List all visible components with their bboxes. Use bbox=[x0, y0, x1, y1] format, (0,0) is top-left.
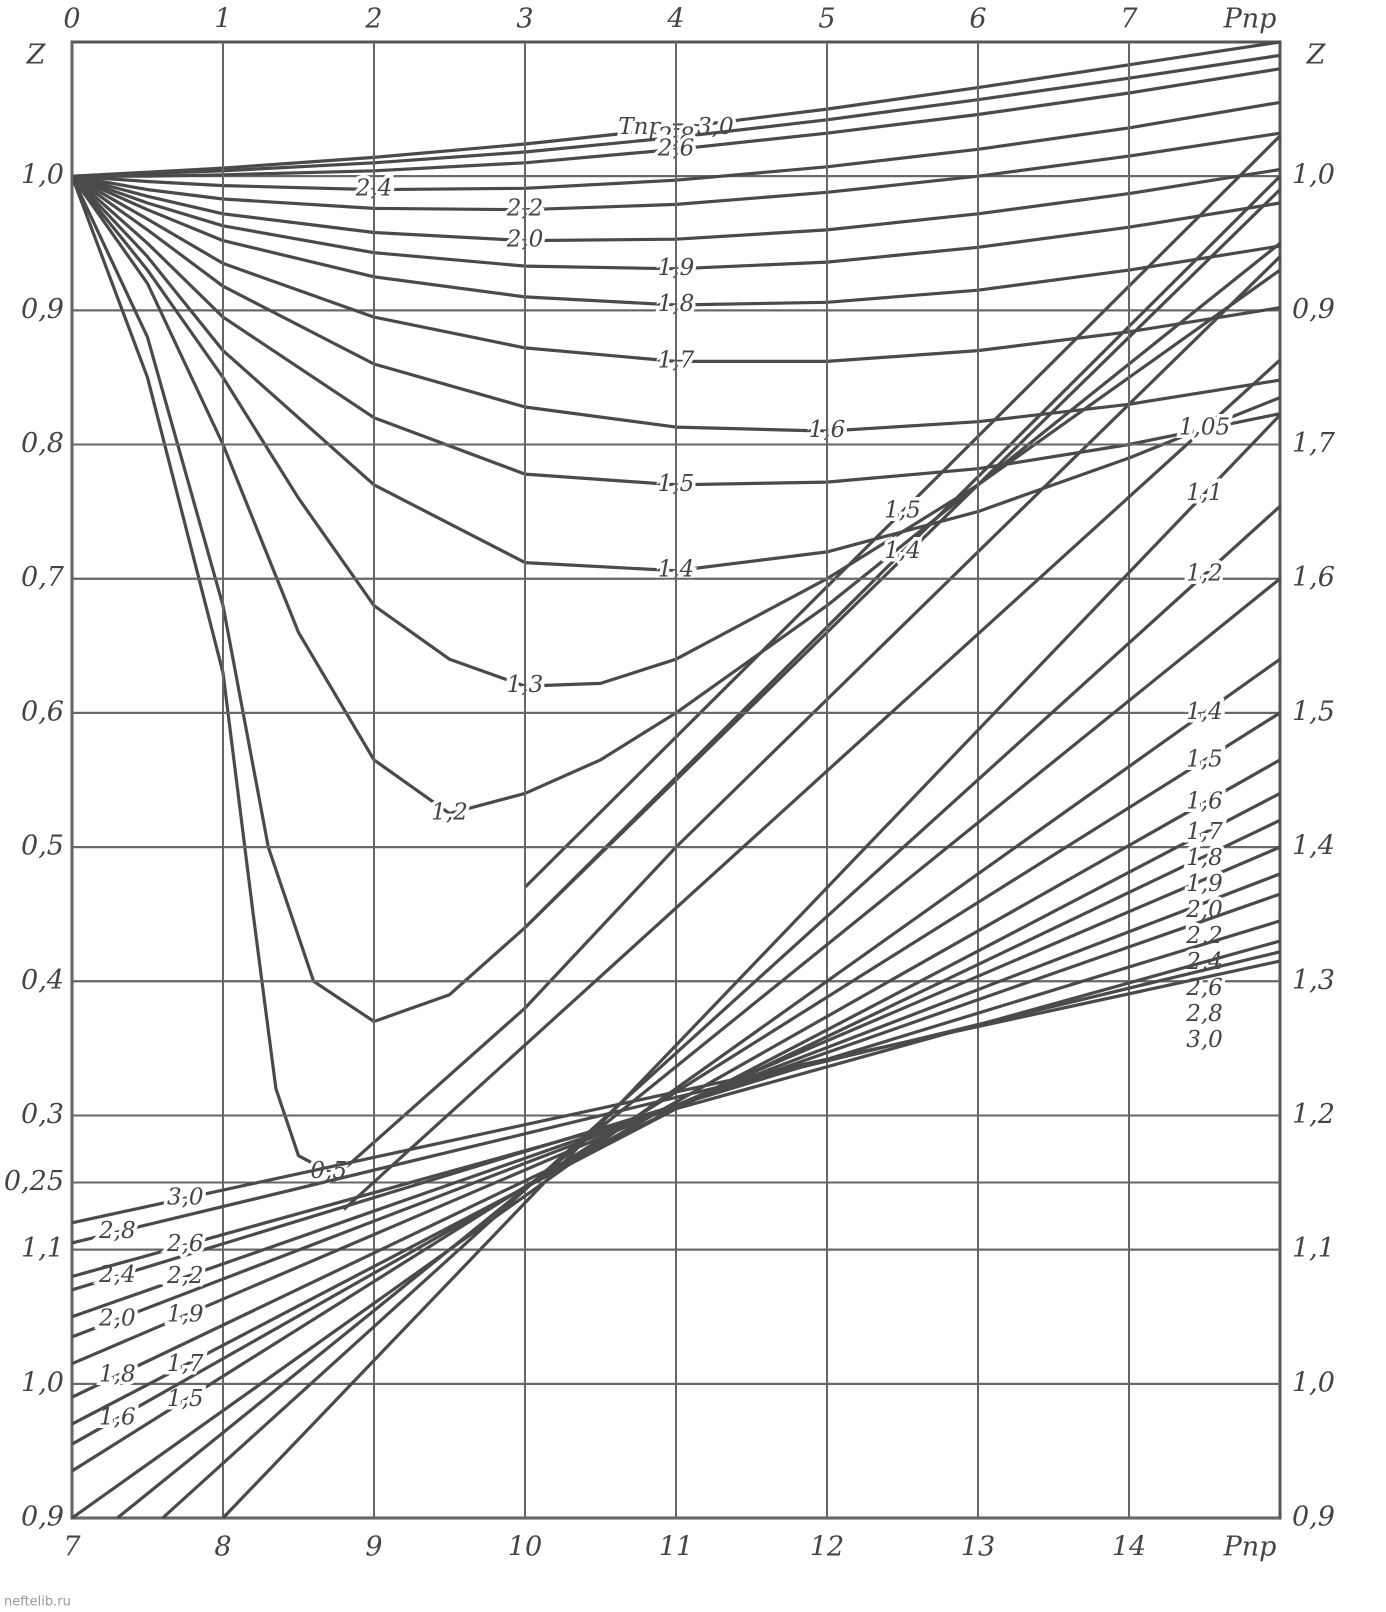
y-tick-label: 1,5 bbox=[1292, 696, 1335, 727]
y-tick-label: 1,3 bbox=[1292, 965, 1335, 996]
y-tick-label: 0,9 bbox=[1292, 1502, 1335, 1533]
curve bbox=[71, 174, 1281, 363]
x-tick-label: 11 bbox=[659, 1532, 693, 1563]
x-tick-label: 14 bbox=[1112, 1532, 1146, 1563]
curve-label: 2,6 bbox=[166, 1231, 204, 1257]
x-axis-label: Pпр bbox=[1223, 4, 1277, 35]
curve-label: 2,4 bbox=[98, 1262, 136, 1288]
curve-label: 2,0 bbox=[1185, 897, 1223, 923]
curve bbox=[71, 950, 1281, 1245]
y-axis-label: Z bbox=[26, 40, 47, 71]
curve bbox=[523, 175, 1282, 929]
y-tick-label: 0,9 bbox=[21, 1502, 64, 1533]
curve bbox=[71, 657, 1281, 1520]
y-tick-label: 1,0 bbox=[1292, 160, 1335, 191]
y-tick-label: 0,9 bbox=[1292, 294, 1335, 325]
curve bbox=[71, 939, 1281, 1279]
x-tick-label: 5 bbox=[818, 4, 835, 35]
y-tick-label: 1,0 bbox=[1292, 1367, 1335, 1398]
watermark: neftelib.ru bbox=[4, 1595, 71, 1610]
y-tick-label: 1,1 bbox=[1292, 1233, 1335, 1264]
curve-label: 1,6 bbox=[1186, 789, 1223, 815]
curve-label: 2,0 bbox=[98, 1305, 136, 1331]
y-tick-label: 0,9 bbox=[21, 294, 64, 325]
y-tick-label: 1,2 bbox=[1292, 1099, 1335, 1130]
x-tick-label: 0 bbox=[63, 4, 80, 35]
curve-label: 1,8 bbox=[1186, 845, 1223, 871]
curve bbox=[71, 174, 1281, 271]
curve-label: 1,9 bbox=[1186, 871, 1223, 897]
y-tick-label: 0,6 bbox=[21, 696, 64, 727]
curve-label: 1,7 bbox=[1186, 819, 1223, 845]
curve-label: 1,4 bbox=[884, 538, 921, 564]
y-tick-label: 0,7 bbox=[21, 562, 65, 593]
x-tick-label: 3 bbox=[516, 4, 533, 35]
curve-label: 1,2 bbox=[1186, 561, 1223, 587]
y2-axis-label: Z bbox=[1306, 40, 1327, 71]
curve bbox=[70, 175, 1281, 487]
x-tick-label: 6 bbox=[969, 4, 986, 35]
curve bbox=[71, 174, 1281, 307]
curve bbox=[71, 758, 1281, 1446]
curve bbox=[71, 959, 1281, 1225]
curve bbox=[221, 413, 1282, 1520]
curve-label: 3,0 bbox=[1186, 1027, 1223, 1053]
x-tick-label: 1 bbox=[214, 4, 231, 35]
curve-label: 2,8 bbox=[98, 1218, 136, 1244]
x-tick-label: 2 bbox=[364, 4, 382, 35]
curve bbox=[71, 53, 1281, 178]
y-tick-label: 0,4 bbox=[21, 965, 64, 996]
y-tick-label: 0,25 bbox=[4, 1166, 64, 1197]
x-tick-label: 7 bbox=[63, 1532, 81, 1563]
curve-label: 1,5 bbox=[167, 1386, 204, 1412]
curve-label: 2,8 bbox=[1185, 1001, 1223, 1027]
curve bbox=[71, 131, 1281, 212]
x-tick-label: 4 bbox=[666, 4, 684, 35]
curve-label: 1,9 bbox=[167, 1301, 204, 1327]
y-tick-label: 1,7 bbox=[1292, 428, 1336, 459]
x-tick-label: 9 bbox=[365, 1532, 382, 1563]
curve bbox=[72, 67, 1281, 178]
curve bbox=[70, 175, 1281, 573]
curve-label: 1,5 bbox=[884, 498, 921, 524]
curve bbox=[71, 167, 1281, 243]
x-tick-label: 8 bbox=[214, 1532, 231, 1563]
curve bbox=[71, 919, 1281, 1292]
y-tick-label: 0,8 bbox=[21, 428, 64, 459]
curve bbox=[161, 505, 1282, 1520]
y-tick-label: 1,6 bbox=[1292, 562, 1335, 593]
y-tick-label: 0,3 bbox=[21, 1099, 64, 1130]
curve bbox=[71, 40, 1281, 178]
x-tick-label: 12 bbox=[810, 1532, 844, 1563]
curve bbox=[342, 358, 1282, 1211]
y-tick-label: 1,0 bbox=[21, 160, 64, 191]
x-axis-label: Pпр bbox=[1223, 1532, 1277, 1563]
curve bbox=[116, 577, 1282, 1520]
curve bbox=[71, 100, 1281, 192]
curve-label: 1,1 bbox=[1186, 480, 1223, 506]
x-tick-label: 10 bbox=[508, 1532, 542, 1563]
curve-label: 1,05 bbox=[1179, 415, 1230, 441]
curve bbox=[70, 175, 1282, 1174]
y-tick-label: 0,5 bbox=[21, 831, 64, 862]
curve-label: 1,4 bbox=[1186, 699, 1223, 725]
curve-label: 2,2 bbox=[166, 1263, 204, 1289]
curve-label: 1,7 bbox=[167, 1351, 204, 1377]
x-tick-label: 7 bbox=[1120, 4, 1138, 35]
x-tick-label: 13 bbox=[961, 1532, 995, 1563]
y-tick-label: 1,1 bbox=[21, 1233, 64, 1264]
curve-label: 1,5 bbox=[1186, 746, 1223, 772]
curve-label: 3,0 bbox=[167, 1184, 204, 1210]
curve bbox=[523, 134, 1282, 889]
y-tick-label: 1,4 bbox=[1292, 831, 1335, 862]
y-tick-label: 1,0 bbox=[21, 1367, 64, 1398]
curve-label: 1,8 bbox=[99, 1362, 136, 1388]
curve-label: 1,2 bbox=[431, 800, 468, 826]
